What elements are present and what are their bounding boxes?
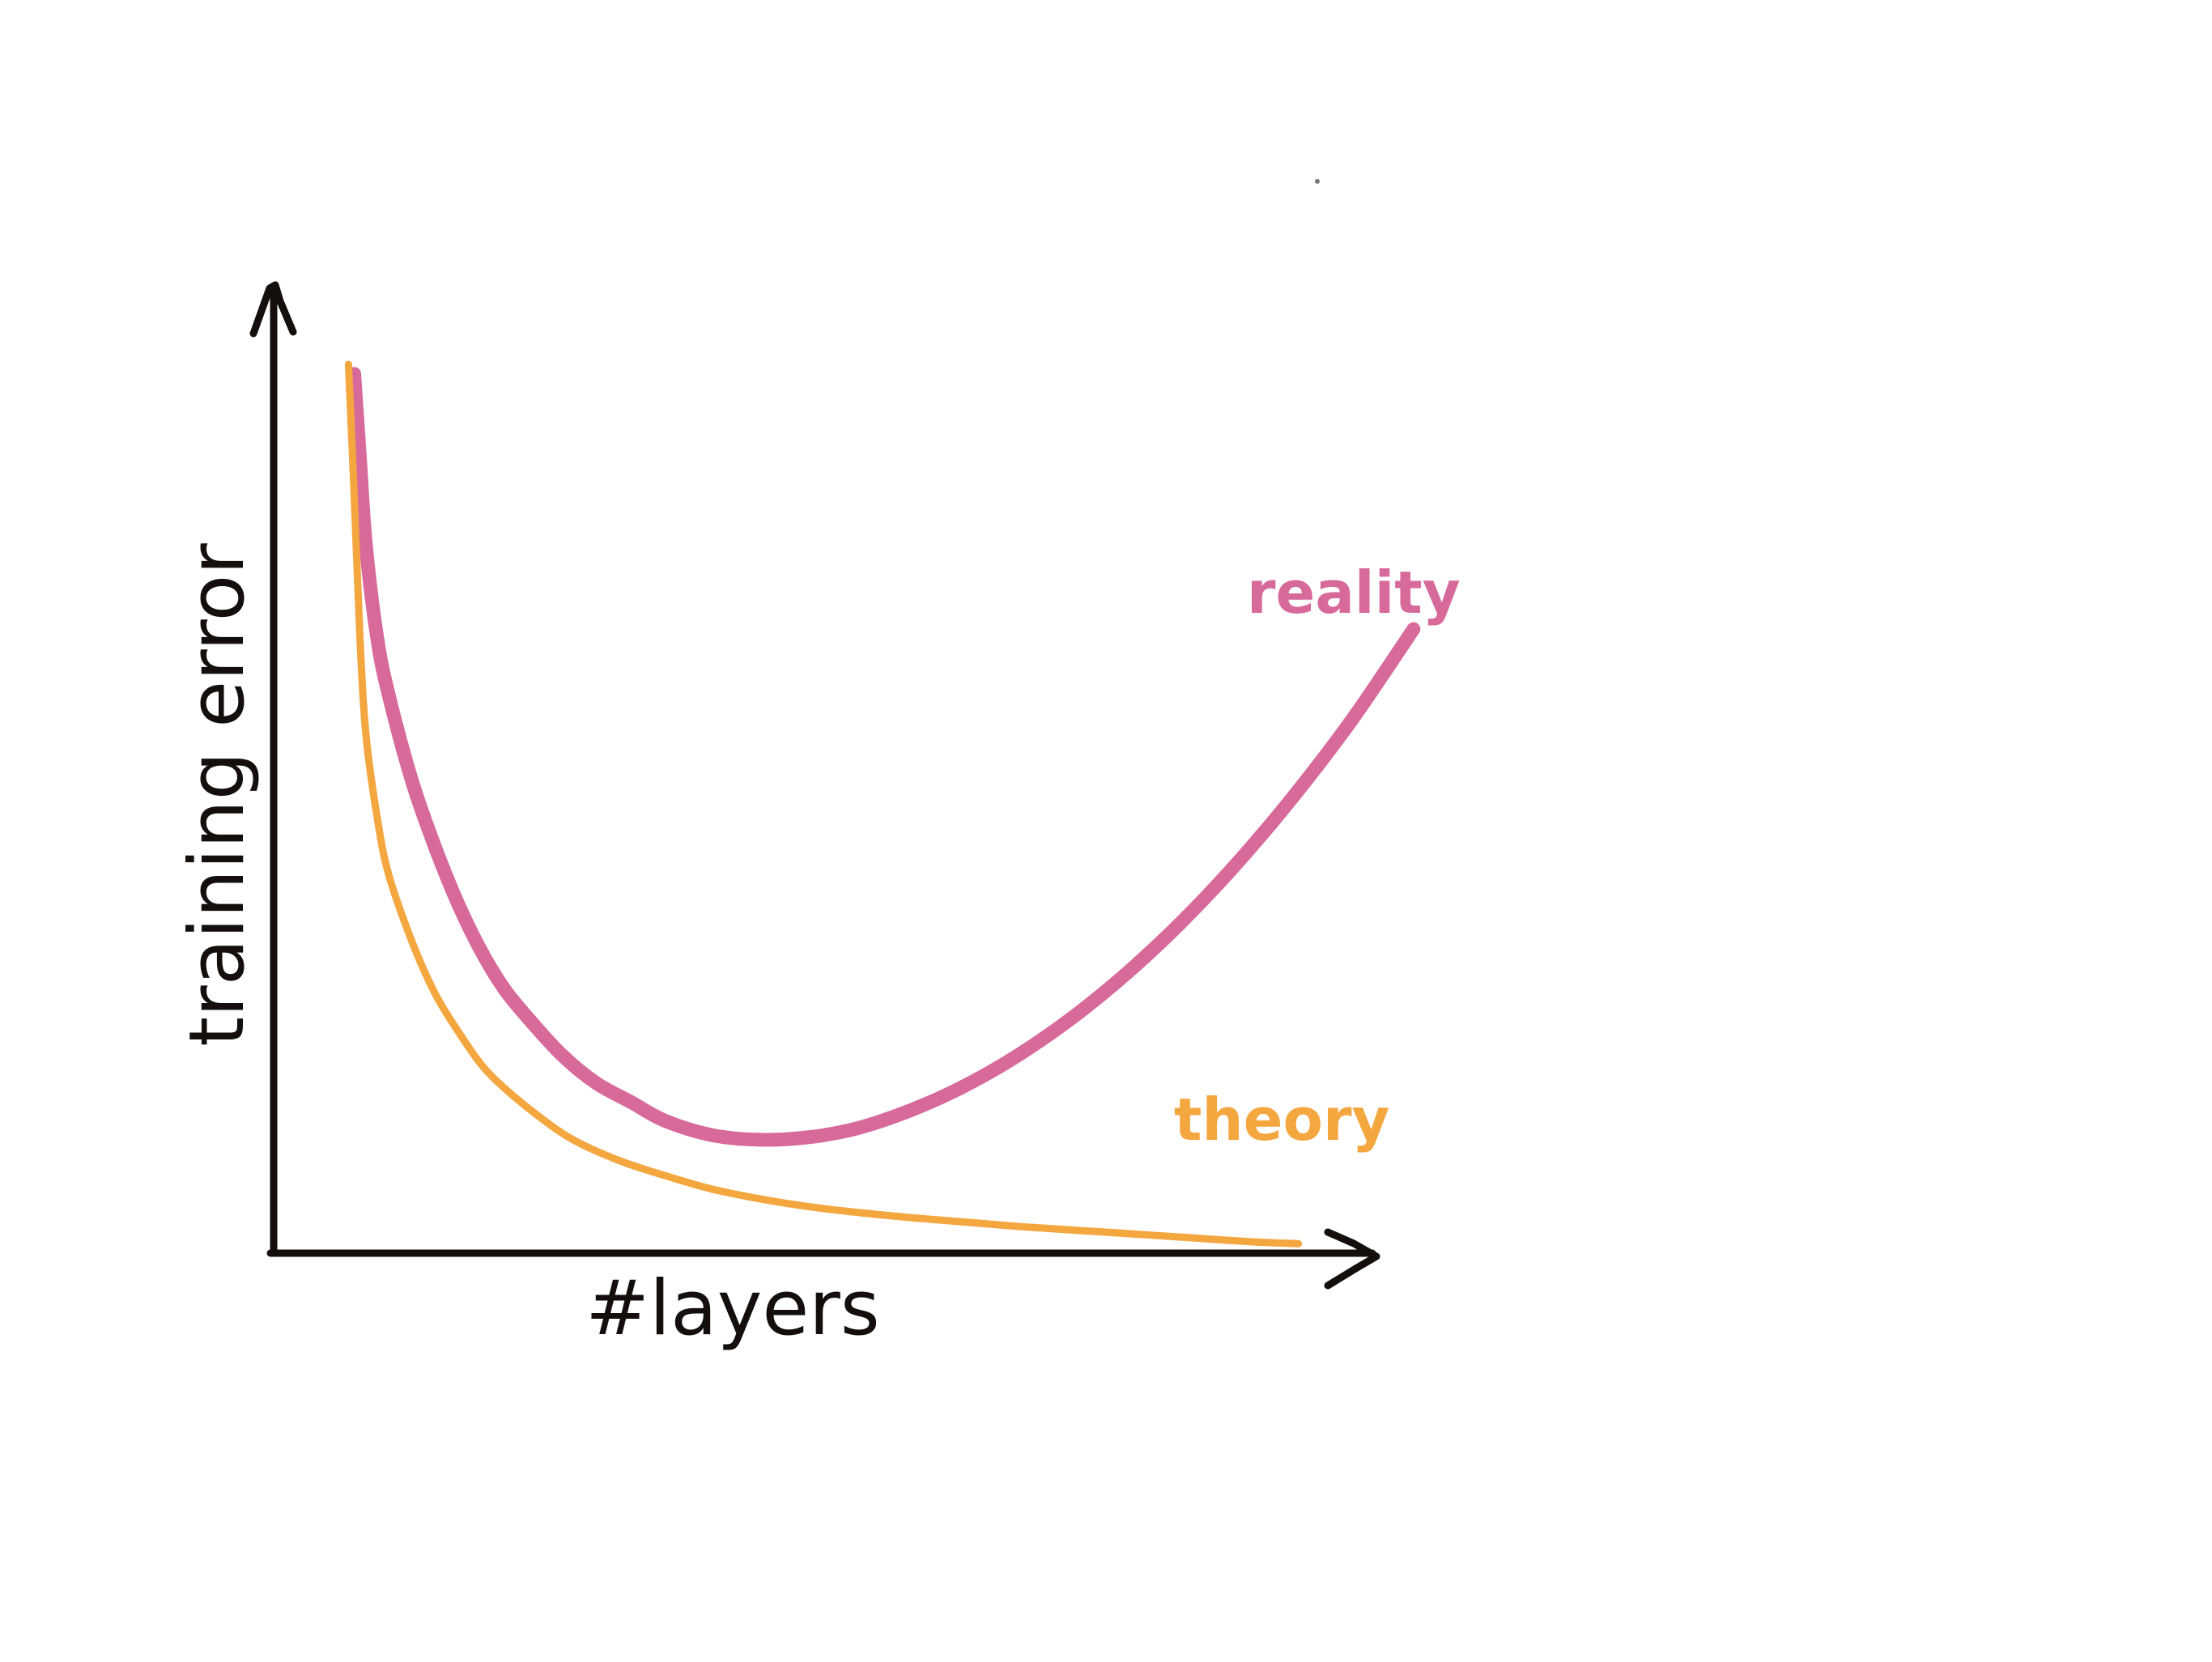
x-axis-title: #layers [585, 1265, 880, 1353]
series-label-reality: reality [1247, 559, 1461, 627]
series-line-theory [344, 360, 1303, 1248]
y-axis-arrowhead [249, 281, 297, 338]
series-line-reality [347, 367, 1421, 1147]
series-label-theory: theory [1174, 1086, 1389, 1154]
x-axis-arrowhead [1324, 1228, 1380, 1290]
y-axis-title: training error [173, 543, 262, 1047]
stray-dot [1315, 179, 1320, 184]
